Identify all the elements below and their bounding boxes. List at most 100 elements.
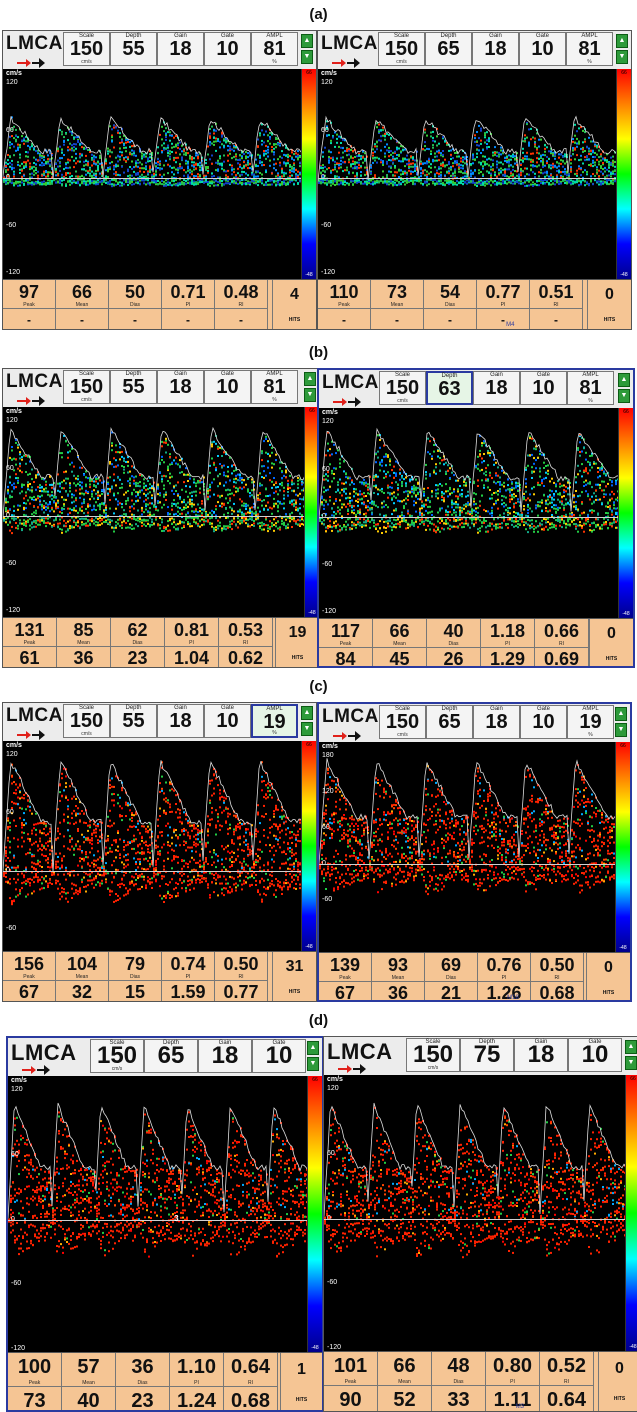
stat-label: Mean [372,975,424,981]
stat-secondary: - [424,309,477,330]
stat-secondary: - [318,309,371,330]
updown-buttons[interactable]: ▲▼ [301,706,313,736]
down-arrow-icon[interactable]: ▼ [301,50,313,64]
up-arrow-icon[interactable]: ▲ [301,706,313,720]
stat-label: Dias [427,641,480,647]
baseline [3,871,302,872]
up-arrow-icon[interactable]: ▲ [615,707,627,721]
up-arrow-icon[interactable]: ▲ [307,1041,319,1055]
updown-buttons[interactable]: ▲▼ [307,1041,319,1071]
param-value: 55 [111,710,156,732]
axis-unit: cm/s [322,409,338,416]
updown-buttons[interactable]: ▲▼ [615,707,627,737]
down-arrow-icon[interactable]: ▼ [307,1057,319,1071]
down-arrow-icon[interactable]: ▼ [304,388,316,402]
down-arrow-icon[interactable]: ▼ [615,723,627,737]
stat-secondary: - [162,309,215,330]
down-arrow-icon[interactable]: ▼ [301,722,313,736]
stat-value: 0.64 [224,1353,277,1382]
up-arrow-icon[interactable]: ▲ [625,1040,637,1054]
up-arrow-icon[interactable]: ▲ [301,34,313,48]
stat-label: PI [170,1380,223,1386]
up-arrow-icon[interactable]: ▲ [304,372,316,386]
down-arrow-icon[interactable]: ▼ [616,50,628,64]
up-arrow-icon[interactable]: ▲ [618,373,630,387]
stat-value: - [3,309,55,330]
down-arrow-icon[interactable]: ▼ [625,1056,637,1070]
color-scale: 66-48 [307,1076,322,1352]
updown-buttons[interactable]: ▲▼ [618,373,630,403]
param-value: 150 [380,377,425,399]
stat-secondary: 1.59 [162,981,215,1002]
stat-value: 1.10 [170,1353,223,1382]
down-arrow-icon[interactable]: ▼ [618,389,630,403]
section-label: (c) [0,678,637,695]
axis-tick: -120 [327,1344,341,1351]
updown-buttons[interactable]: ▲▼ [616,34,628,64]
param-value: 150 [91,1045,143,1067]
param-value: 150 [379,38,424,60]
updown-buttons[interactable]: ▲▼ [301,34,313,64]
param-value: 18 [199,1045,251,1067]
param-unit: cm/s [64,397,109,403]
vessel-name: LMCA [6,705,63,727]
updown-buttons[interactable]: ▲▼ [625,1040,637,1070]
updown-buttons[interactable]: ▲▼ [304,372,316,402]
spectrum-waveform [319,408,619,618]
up-arrow-icon[interactable]: ▲ [616,34,628,48]
